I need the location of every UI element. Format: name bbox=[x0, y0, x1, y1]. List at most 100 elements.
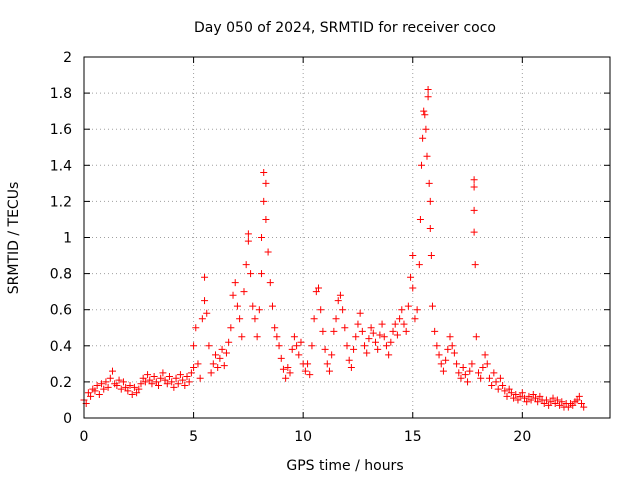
data-point bbox=[119, 378, 127, 386]
data-point bbox=[446, 333, 454, 341]
data-point bbox=[244, 230, 252, 238]
data-point bbox=[290, 333, 298, 341]
y-tick-label: 0.4 bbox=[50, 339, 72, 355]
y-tick-label: 1.8 bbox=[50, 86, 72, 102]
data-point bbox=[262, 179, 270, 187]
grid-layer bbox=[84, 57, 610, 418]
data-point bbox=[218, 345, 226, 353]
data-point bbox=[453, 360, 461, 368]
data-point bbox=[444, 345, 452, 353]
data-point bbox=[102, 378, 110, 386]
data-point bbox=[569, 401, 577, 409]
data-point bbox=[236, 315, 244, 323]
data-point bbox=[304, 360, 312, 368]
data-point bbox=[301, 367, 309, 375]
data-point bbox=[229, 291, 237, 299]
data-point bbox=[402, 327, 410, 335]
data-point bbox=[163, 380, 171, 388]
data-point bbox=[385, 351, 393, 359]
data-point bbox=[258, 234, 266, 241]
data-point bbox=[382, 342, 390, 350]
data-point bbox=[363, 349, 371, 357]
x-tick-label: 10 bbox=[294, 429, 312, 445]
data-point bbox=[374, 345, 382, 353]
data-point bbox=[470, 176, 478, 184]
data-point bbox=[203, 309, 211, 317]
data-point bbox=[181, 382, 189, 390]
data-point bbox=[187, 369, 195, 377]
data-point bbox=[253, 333, 261, 341]
ticks-layer: 0 5 10 15 20 0 0.2 0.4 0.6 0.8 1 1.2 1.4 1.6 1.8 2 bbox=[50, 50, 610, 445]
data-point bbox=[431, 327, 439, 335]
data-point bbox=[146, 376, 154, 384]
data-point bbox=[288, 345, 296, 353]
data-point bbox=[152, 378, 160, 386]
data-point bbox=[437, 360, 445, 368]
data-point bbox=[409, 252, 417, 260]
data-point bbox=[106, 374, 114, 382]
data-point bbox=[470, 183, 478, 191]
data-point bbox=[249, 302, 257, 310]
data-point bbox=[540, 400, 548, 408]
data-point bbox=[358, 327, 366, 335]
data-point bbox=[161, 376, 169, 384]
data-point bbox=[424, 85, 432, 93]
data-point bbox=[242, 261, 250, 269]
data-point bbox=[477, 374, 485, 382]
data-point bbox=[108, 367, 116, 375]
data-point bbox=[325, 367, 333, 375]
data-point bbox=[334, 297, 342, 305]
data-point bbox=[150, 372, 158, 380]
data-point bbox=[527, 396, 535, 404]
data-point bbox=[512, 391, 520, 399]
data-point bbox=[347, 363, 355, 371]
data-point bbox=[317, 306, 325, 314]
data-point bbox=[553, 396, 561, 404]
data-point bbox=[534, 398, 542, 406]
data-point bbox=[350, 345, 358, 353]
data-point bbox=[426, 224, 434, 232]
x-tick-label: 0 bbox=[80, 429, 89, 445]
data-point bbox=[196, 374, 204, 382]
data-point bbox=[483, 360, 491, 368]
points-layer bbox=[80, 85, 588, 411]
data-point bbox=[216, 354, 224, 362]
data-point bbox=[490, 369, 498, 377]
data-point bbox=[415, 261, 423, 269]
data-point bbox=[264, 248, 272, 256]
data-point bbox=[321, 345, 329, 353]
data-point bbox=[488, 382, 496, 390]
data-point bbox=[297, 338, 305, 346]
data-point bbox=[104, 383, 112, 391]
data-point bbox=[470, 228, 478, 236]
data-point bbox=[185, 378, 193, 386]
data-point bbox=[470, 206, 478, 214]
data-point bbox=[423, 152, 431, 160]
data-point bbox=[139, 374, 147, 382]
data-point bbox=[369, 329, 377, 337]
data-point bbox=[332, 315, 340, 323]
data-point bbox=[251, 315, 259, 323]
data-point bbox=[231, 279, 239, 287]
data-point bbox=[450, 349, 458, 357]
data-point bbox=[542, 396, 550, 404]
y-axis-label: SRMTID / TECUs bbox=[6, 182, 22, 295]
data-point bbox=[133, 389, 141, 397]
data-point bbox=[205, 342, 213, 350]
data-point bbox=[260, 169, 268, 177]
data-point bbox=[426, 197, 434, 205]
data-point bbox=[352, 333, 360, 341]
data-point bbox=[271, 324, 279, 332]
data-point bbox=[201, 273, 209, 281]
data-point bbox=[315, 284, 323, 292]
data-point bbox=[266, 279, 274, 287]
data-point bbox=[409, 284, 417, 292]
data-point bbox=[525, 392, 533, 400]
data-point bbox=[545, 401, 553, 409]
data-point bbox=[310, 315, 318, 323]
data-point bbox=[273, 333, 281, 341]
data-point bbox=[312, 288, 320, 296]
data-point bbox=[168, 378, 176, 386]
plot-frame bbox=[83, 56, 611, 419]
